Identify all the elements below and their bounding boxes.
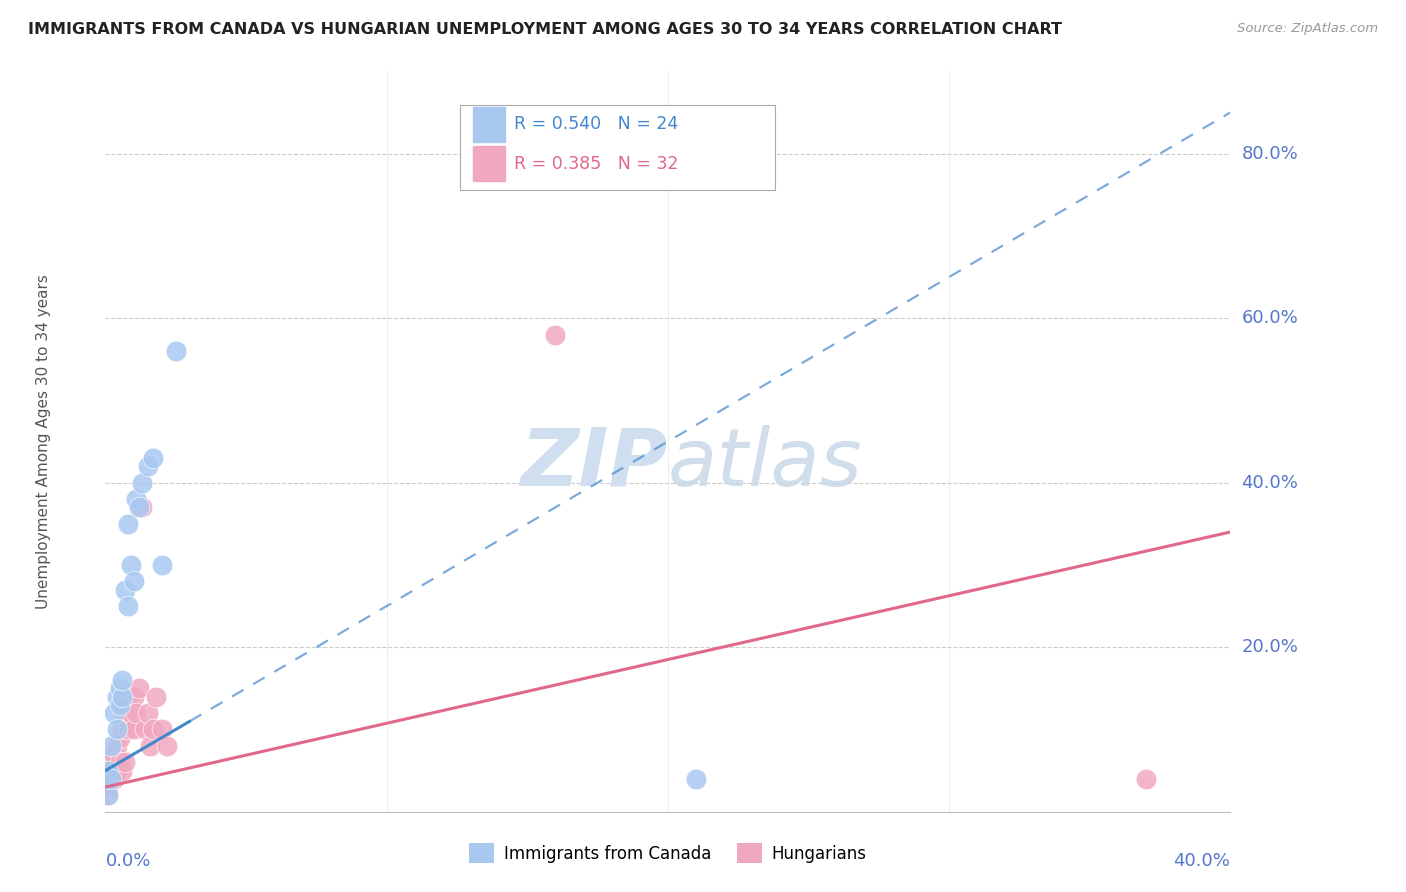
Text: Source: ZipAtlas.com: Source: ZipAtlas.com	[1237, 22, 1378, 36]
Point	[136, 706, 159, 720]
Point	[103, 747, 125, 761]
Point	[139, 739, 162, 753]
Point	[114, 706, 136, 720]
Point	[136, 459, 159, 474]
Text: IMMIGRANTS FROM CANADA VS HUNGARIAN UNEMPLOYMENT AMONG AGES 30 TO 34 YEARS CORRE: IMMIGRANTS FROM CANADA VS HUNGARIAN UNEM…	[28, 22, 1062, 37]
Text: Unemployment Among Ages 30 to 34 years: Unemployment Among Ages 30 to 34 years	[37, 274, 51, 609]
Point	[150, 558, 173, 572]
Point	[120, 558, 142, 572]
Text: 60.0%: 60.0%	[1241, 310, 1298, 327]
Point	[134, 723, 156, 737]
Text: ZIP: ZIP	[520, 425, 668, 503]
Point	[111, 673, 134, 687]
Point	[117, 690, 139, 704]
Point	[117, 516, 139, 531]
Point	[128, 681, 150, 696]
Point	[117, 723, 139, 737]
Legend: Immigrants from Canada, Hungarians: Immigrants from Canada, Hungarians	[463, 837, 873, 870]
Point	[105, 739, 128, 753]
Point	[111, 764, 134, 778]
Point	[100, 756, 122, 770]
Point	[105, 690, 128, 704]
Point	[145, 690, 167, 704]
Point	[100, 764, 122, 778]
Point	[122, 723, 145, 737]
Point	[122, 690, 145, 704]
Point	[97, 780, 120, 794]
Point	[685, 772, 707, 786]
Point	[103, 772, 125, 786]
Point	[100, 772, 122, 786]
FancyBboxPatch shape	[460, 104, 775, 190]
Point	[142, 723, 165, 737]
Text: 0.0%: 0.0%	[105, 853, 150, 871]
Point	[103, 706, 125, 720]
Point	[156, 739, 179, 753]
Text: 20.0%: 20.0%	[1241, 638, 1298, 657]
Point	[108, 756, 131, 770]
Text: R = 0.540   N = 24: R = 0.540 N = 24	[513, 115, 678, 134]
Point	[108, 698, 131, 712]
Point	[97, 789, 120, 803]
Text: R = 0.385   N = 32: R = 0.385 N = 32	[513, 154, 678, 172]
Point	[165, 344, 187, 359]
Point	[125, 706, 148, 720]
Bar	[474, 145, 505, 181]
Point	[97, 789, 120, 803]
Point	[131, 475, 153, 490]
Point	[117, 599, 139, 613]
Point	[1135, 772, 1157, 786]
Point	[97, 772, 120, 786]
Text: 40.0%: 40.0%	[1241, 474, 1298, 491]
Point	[97, 764, 120, 778]
Point	[131, 500, 153, 515]
Point	[122, 574, 145, 589]
Point	[114, 582, 136, 597]
Point	[142, 450, 165, 465]
Point	[108, 681, 131, 696]
Text: 80.0%: 80.0%	[1241, 145, 1298, 162]
Point	[544, 327, 567, 342]
Point	[111, 723, 134, 737]
Point	[105, 764, 128, 778]
Point	[100, 739, 122, 753]
Point	[108, 731, 131, 745]
Point	[114, 756, 136, 770]
Point	[128, 500, 150, 515]
Point	[105, 723, 128, 737]
Point	[120, 706, 142, 720]
Point	[111, 690, 134, 704]
Point	[150, 723, 173, 737]
Point	[125, 492, 148, 507]
Text: atlas: atlas	[668, 425, 863, 503]
Bar	[474, 107, 505, 142]
Text: 40.0%: 40.0%	[1174, 853, 1230, 871]
